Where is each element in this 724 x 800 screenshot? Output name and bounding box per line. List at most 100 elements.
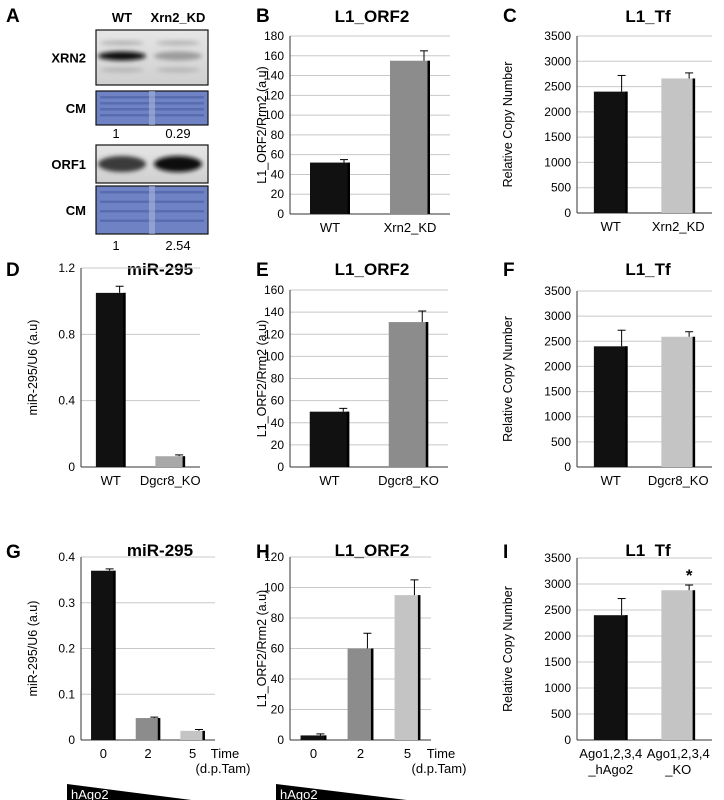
y-tick-label: 0	[564, 460, 571, 474]
y-tick-label: 0.8	[58, 327, 75, 341]
panel-label-F: F	[503, 260, 515, 281]
bar-shadow	[202, 730, 205, 740]
blot-row-label: CM	[66, 101, 86, 116]
blot-row-label: XRN2	[51, 51, 86, 66]
category-label: Xrn2_KD	[652, 219, 705, 234]
y-tick-label: 120	[264, 327, 284, 341]
category-label: 2	[144, 746, 151, 761]
y-tick-label: 80	[271, 611, 285, 625]
y-tick-label: 3000	[544, 54, 571, 68]
bar	[91, 570, 116, 740]
bar	[135, 718, 161, 740]
category-label: 0	[100, 746, 107, 761]
bar-shadow	[427, 60, 430, 214]
y-tick-label: 100	[264, 349, 284, 363]
panel-label-G: G	[6, 542, 21, 563]
bar	[155, 456, 186, 467]
y-axis-label: L1_ORF2/Rrm2 (a.u)	[255, 66, 269, 183]
bar-shadow	[346, 411, 350, 467]
panel-label-I: I	[503, 542, 508, 563]
bar-shadow	[347, 162, 350, 214]
y-tick-label: 0	[277, 207, 284, 221]
blot-band	[154, 156, 202, 172]
y-axis-label: L1_ORF2/Rrm2 (a.u)	[255, 320, 269, 437]
y-axis-label: L1_ORF2/Rrm2 (a.u)	[255, 590, 269, 707]
y-tick-label: 120	[264, 550, 284, 564]
bar	[593, 615, 628, 740]
y-tick-label: 1000	[544, 681, 571, 695]
y-tick-label: 80	[271, 372, 285, 386]
y-tick-label: 2000	[544, 359, 571, 373]
y-tick-label: 40	[271, 167, 285, 181]
chart-panel-F: F L1_Tf 0 500 1000 1500 2000 2500 3000 3500 Relati…	[501, 260, 712, 488]
bar	[394, 595, 421, 740]
y-tick-label: 0.2	[58, 642, 75, 656]
time-unit-label: (d.p.Tam)	[412, 761, 467, 776]
y-tick-label: 1500	[544, 130, 571, 144]
panel-label-D: D	[6, 260, 20, 281]
bar	[390, 60, 430, 214]
time-unit-label: (d.p.Tam)	[196, 761, 251, 776]
blot-band	[154, 51, 202, 61]
bar	[310, 162, 350, 214]
bar	[180, 730, 205, 740]
blot-faint-band	[156, 40, 200, 46]
y-tick-label: 40	[271, 672, 285, 686]
y-tick-label: 1500	[544, 655, 571, 669]
y-axis-label: miR-295/U6 (a.u)	[26, 320, 40, 416]
panel-label-A: A	[6, 6, 20, 27]
bar	[661, 336, 696, 467]
bar-shadow	[182, 456, 186, 467]
blot-faint-band	[100, 67, 144, 73]
blot-row-label: CM	[66, 203, 86, 218]
panel-label-E: E	[256, 260, 269, 281]
bar-shadow	[625, 91, 628, 213]
y-tick-label: 1000	[544, 155, 571, 169]
bar-shadow	[625, 615, 628, 740]
chart-panel-I: I L1_Tf 0 500 1000 1500 2000 2500 3000 3500 Relati…	[501, 541, 712, 777]
blot-column-label: WT	[112, 10, 132, 25]
y-axis-label: miR-295/U6 (a.u)	[26, 601, 40, 697]
y-tick-label: 0.4	[58, 394, 75, 408]
bar	[347, 648, 374, 740]
y-tick-label: 2000	[544, 629, 571, 643]
y-tick-label: 20	[271, 187, 285, 201]
y-tick-label: 120	[264, 88, 284, 102]
y-tick-label: 60	[271, 642, 285, 656]
category-label: 5	[189, 746, 196, 761]
category-label: 5	[404, 746, 411, 761]
stain-gap	[149, 91, 155, 125]
bar	[309, 411, 350, 467]
bar-shadow	[692, 78, 696, 213]
category-label: WT	[601, 219, 621, 234]
y-axis-label: Relative Copy Number	[501, 316, 515, 442]
panel-label-C: C	[503, 6, 517, 27]
wedge-label: hAgo2	[280, 787, 318, 800]
blot-column-label: Xrn2_KD	[151, 10, 206, 25]
category-label: WT	[319, 473, 339, 488]
y-tick-label: 0	[564, 733, 571, 747]
y-tick-label: 140	[264, 69, 284, 83]
y-tick-label: 0	[68, 733, 75, 747]
category-label: _hAgo2	[587, 762, 633, 777]
y-tick-label: 0.3	[58, 596, 75, 610]
chart-title: L1_Tf	[625, 7, 671, 26]
wedge-label: hAgo2	[71, 787, 109, 800]
y-tick-label: 140	[264, 305, 284, 319]
category-label: Ago1,2,3,4	[647, 746, 710, 761]
y-tick-label: 0	[277, 733, 284, 747]
category-label: WT	[601, 473, 621, 488]
y-tick-label: 2500	[544, 80, 571, 94]
y-tick-label: 1000	[544, 410, 571, 424]
bar-shadow	[625, 346, 628, 467]
bar-shadow	[123, 292, 126, 467]
chart-title: L1_ORF2	[335, 7, 410, 26]
category-label: Ago1,2,3,4	[579, 746, 642, 761]
y-tick-label: 3500	[544, 29, 571, 43]
significance-mark: *	[686, 566, 693, 585]
y-tick-label: 500	[551, 435, 571, 449]
blot-faint-band	[156, 67, 200, 73]
